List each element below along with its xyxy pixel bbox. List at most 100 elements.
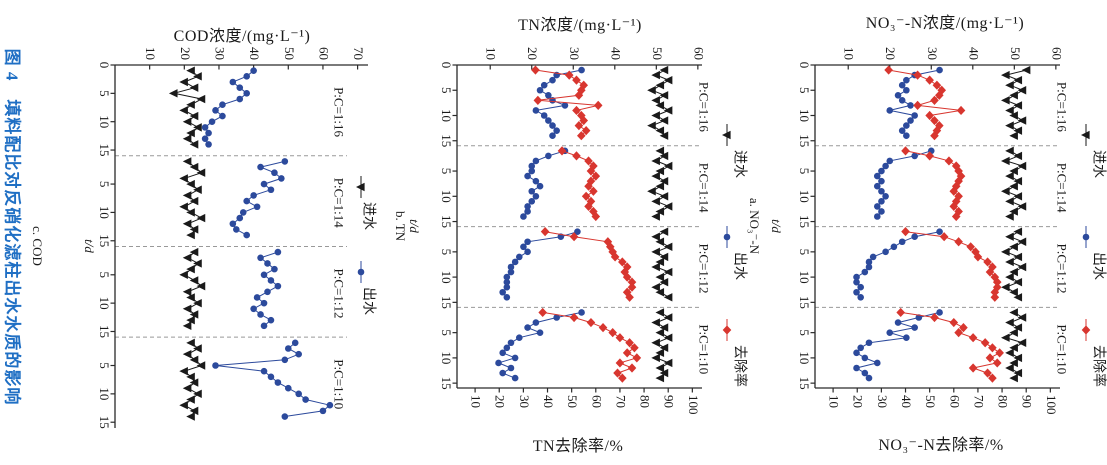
data-point-circle — [260, 180, 268, 188]
data-point-circle — [257, 163, 264, 171]
concentration-tick-label: 30 — [925, 47, 940, 60]
data-point-triangle — [1081, 130, 1090, 140]
panel-c-concentration-axis-title: COD浓度/(mg·L⁻¹) — [173, 28, 311, 45]
data-point-diamond — [925, 151, 934, 161]
time-tick-label: 10 — [439, 109, 454, 122]
data-point-triangle — [1005, 318, 1014, 327]
data-point-diamond — [557, 146, 567, 156]
time-tick-label: 10 — [97, 387, 112, 400]
data-point-circle — [511, 354, 519, 362]
concentration-tick-label: 40 — [608, 47, 623, 60]
data-point-diamond — [577, 85, 586, 95]
data-point-circle — [515, 253, 523, 261]
data-point-circle — [278, 175, 285, 182]
concentration-tick-label: 40 — [247, 47, 262, 60]
data-point-circle — [260, 322, 268, 330]
removal-tick-label: 20 — [851, 395, 866, 408]
data-point-diamond — [618, 257, 627, 267]
data-point-circle — [319, 407, 327, 415]
data-point-triangle — [651, 262, 660, 272]
data-point-circle — [357, 268, 365, 276]
data-point-circle — [532, 193, 540, 200]
data-point-circle — [911, 152, 918, 160]
data-point-triangle — [1005, 171, 1014, 181]
data-point-circle — [233, 226, 240, 233]
time-tick-label: 5 — [97, 90, 112, 97]
data-point-circle — [205, 129, 212, 137]
data-point-circle — [549, 132, 556, 139]
data-point-triangle — [1005, 348, 1014, 358]
data-point-circle — [205, 141, 212, 148]
data-point-circle — [540, 112, 548, 119]
data-point-triangle — [1013, 101, 1023, 110]
removal-tick-label: 90 — [1020, 395, 1035, 408]
concentration-tick-label: 10 — [842, 47, 857, 60]
time-tick-label: 5 — [97, 362, 112, 369]
data-point-triangle — [186, 315, 195, 325]
data-point-triangle — [722, 130, 731, 140]
data-point-circle — [253, 203, 261, 211]
concentration-tick-label: 50 — [1008, 47, 1023, 60]
panel-b: 10 20 30 40 50 60 0 5 10 15 5 10 15 5 10 15 5 10 15 10 20 30 4… — [439, 47, 749, 415]
time-tick-label: 10 — [797, 109, 812, 122]
data-point-triangle — [186, 230, 195, 240]
data-point-triangle — [655, 207, 665, 216]
data-point-triangle — [651, 318, 660, 327]
data-point-circle — [853, 273, 860, 281]
data-point-triangle — [651, 96, 660, 105]
data-point-circle — [503, 283, 511, 291]
data-point-triangle — [651, 70, 660, 80]
data-point-triangle — [1013, 227, 1023, 236]
phase-label: P:C=1:16 — [332, 87, 347, 137]
data-point-triangle — [1005, 146, 1014, 156]
data-point-diamond — [930, 95, 939, 105]
time-tick-label: 0 — [439, 62, 454, 69]
data-point-diamond — [598, 323, 608, 333]
data-point-triangle — [1001, 96, 1010, 105]
data-point-diamond — [932, 80, 942, 90]
data-point-diamond — [968, 363, 978, 373]
data-point-circle — [201, 135, 209, 143]
data-point-diamond — [1081, 325, 1091, 335]
phase-label: P:C=1:12 — [1055, 244, 1070, 294]
time-tick-label: 10 — [797, 351, 812, 364]
data-point-diamond — [990, 292, 1000, 302]
data-point-circle — [553, 314, 560, 321]
data-point-triangle — [168, 89, 178, 98]
data-point-diamond — [992, 358, 1002, 368]
removal-tick-label: 70 — [971, 395, 986, 408]
data-point-circle — [219, 112, 226, 120]
data-point-circle — [878, 208, 885, 215]
data-point-diamond — [615, 358, 625, 368]
data-point-triangle — [647, 86, 656, 95]
time-tick-label: 5 — [439, 87, 454, 94]
data-point-circle — [511, 374, 519, 382]
data-point-triangle — [655, 81, 665, 90]
data-point-triangle — [1005, 106, 1014, 115]
data-point-triangle — [189, 378, 199, 387]
data-point-triangle — [179, 77, 188, 87]
data-point-triangle — [1001, 283, 1010, 292]
data-point-triangle — [1005, 272, 1014, 282]
data-point-triangle — [186, 208, 195, 217]
series-removal — [884, 65, 1004, 383]
data-point-diamond — [584, 156, 593, 166]
data-point-triangle — [1001, 156, 1010, 166]
data-point-circle — [903, 86, 910, 94]
data-point-circle — [260, 367, 268, 375]
data-point-triangle — [1005, 197, 1014, 206]
data-point-triangle — [655, 146, 665, 156]
data-point-diamond — [949, 201, 959, 211]
data-point-circle — [532, 157, 540, 165]
data-point-diamond — [939, 232, 949, 242]
data-point-diamond — [925, 110, 934, 121]
data-point-triangle — [663, 267, 673, 277]
data-point-circle — [857, 294, 864, 301]
data-point-triangle — [1005, 232, 1014, 241]
data-point-diamond — [586, 317, 596, 328]
data-point-circle — [520, 243, 527, 251]
removal-tick-label: 60 — [947, 395, 962, 408]
data-point-diamond — [572, 75, 581, 85]
time-tick-label: 15 — [797, 134, 812, 147]
